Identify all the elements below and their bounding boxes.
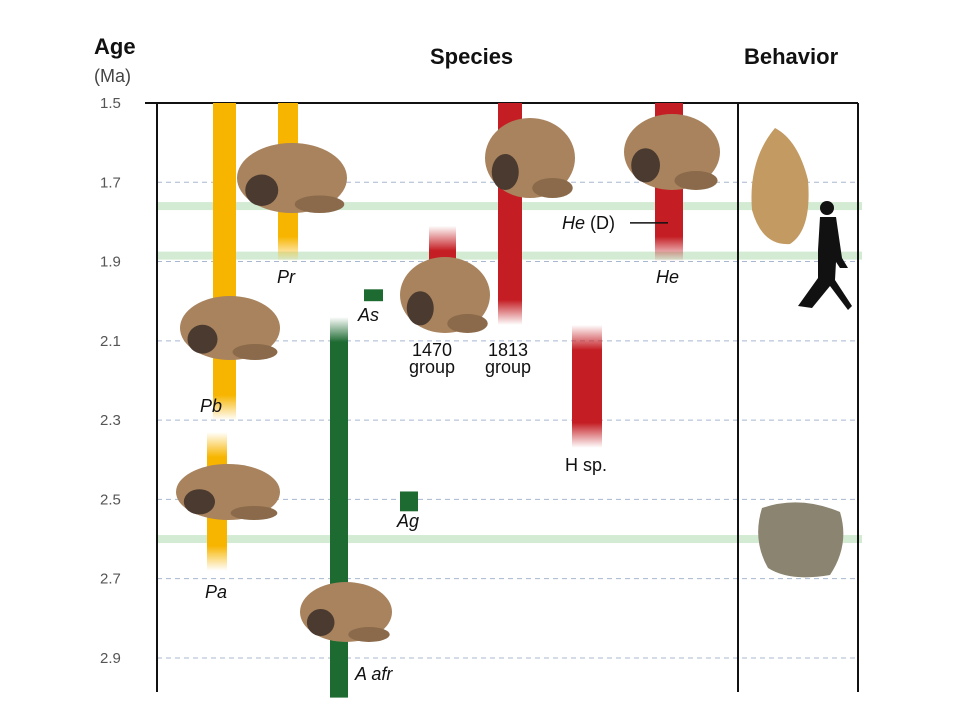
handaxe-tool-image <box>751 128 809 245</box>
skull-face-shadow <box>491 154 519 190</box>
species-heading: Species <box>430 44 514 69</box>
range-bar-h-sp- <box>572 324 602 448</box>
species-label: 1470 <box>412 340 452 360</box>
body <box>798 217 852 310</box>
skull-jaw <box>532 178 573 198</box>
age-axis-title: Age <box>94 34 136 59</box>
skull-fossil-image <box>180 296 280 360</box>
annotation-he-d: He (D) <box>562 213 615 233</box>
y-tick-label: 1.7 <box>100 174 121 191</box>
skull-jaw <box>230 506 278 520</box>
age-axis-unit: (Ma) <box>94 66 131 86</box>
species-label: H sp. <box>565 455 607 475</box>
skull-fossil-image <box>237 143 347 213</box>
skull-fossil-image <box>300 582 392 642</box>
species-label: Pr <box>277 267 296 287</box>
head <box>820 201 834 215</box>
skull-jaw <box>674 171 718 190</box>
skull-jaw <box>294 195 345 213</box>
y-tick-label: 1.9 <box>100 254 121 271</box>
y-tick-label: 2.3 <box>100 412 121 429</box>
y-tick-label: 1.5 <box>100 95 121 112</box>
skull-face-shadow <box>183 489 215 515</box>
y-tick-label: 2.9 <box>100 650 121 667</box>
skull-jaw <box>232 344 278 360</box>
range-bar-pb <box>213 103 236 421</box>
species-label: Ag <box>396 511 419 531</box>
skull-jaw <box>348 627 390 642</box>
species-label: A afr <box>354 664 393 684</box>
skull-fossil-image <box>485 118 575 198</box>
chopper-tool-image <box>758 502 844 578</box>
species-label-line2: group <box>409 357 455 377</box>
skull-face-shadow <box>631 148 660 183</box>
time-band <box>157 535 862 544</box>
y-tick-label: 2.5 <box>100 491 121 508</box>
species-label: 1813 <box>488 340 528 360</box>
skull-face-shadow <box>245 174 279 206</box>
species-label-line2: group <box>485 357 531 377</box>
skull-face-shadow <box>306 609 335 636</box>
skull-fossil-image <box>400 257 490 333</box>
range-bar-as <box>364 289 383 302</box>
skull-fossil-image <box>176 464 280 520</box>
skull-face-shadow <box>187 324 218 354</box>
skull-fossil-image <box>624 114 720 190</box>
y-tick-label: 2.7 <box>100 571 121 588</box>
species-label: As <box>357 305 379 325</box>
species-label: He <box>656 267 679 287</box>
walking-human-silhouette <box>798 201 852 310</box>
species-label: Pa <box>205 582 227 602</box>
skull-face-shadow <box>406 291 434 326</box>
range-bar-ag <box>400 491 418 512</box>
y-tick-label: 2.1 <box>100 333 121 350</box>
skull-jaw <box>447 314 488 333</box>
behavior-heading: Behavior <box>744 44 839 69</box>
species-label: Pb <box>200 396 222 416</box>
